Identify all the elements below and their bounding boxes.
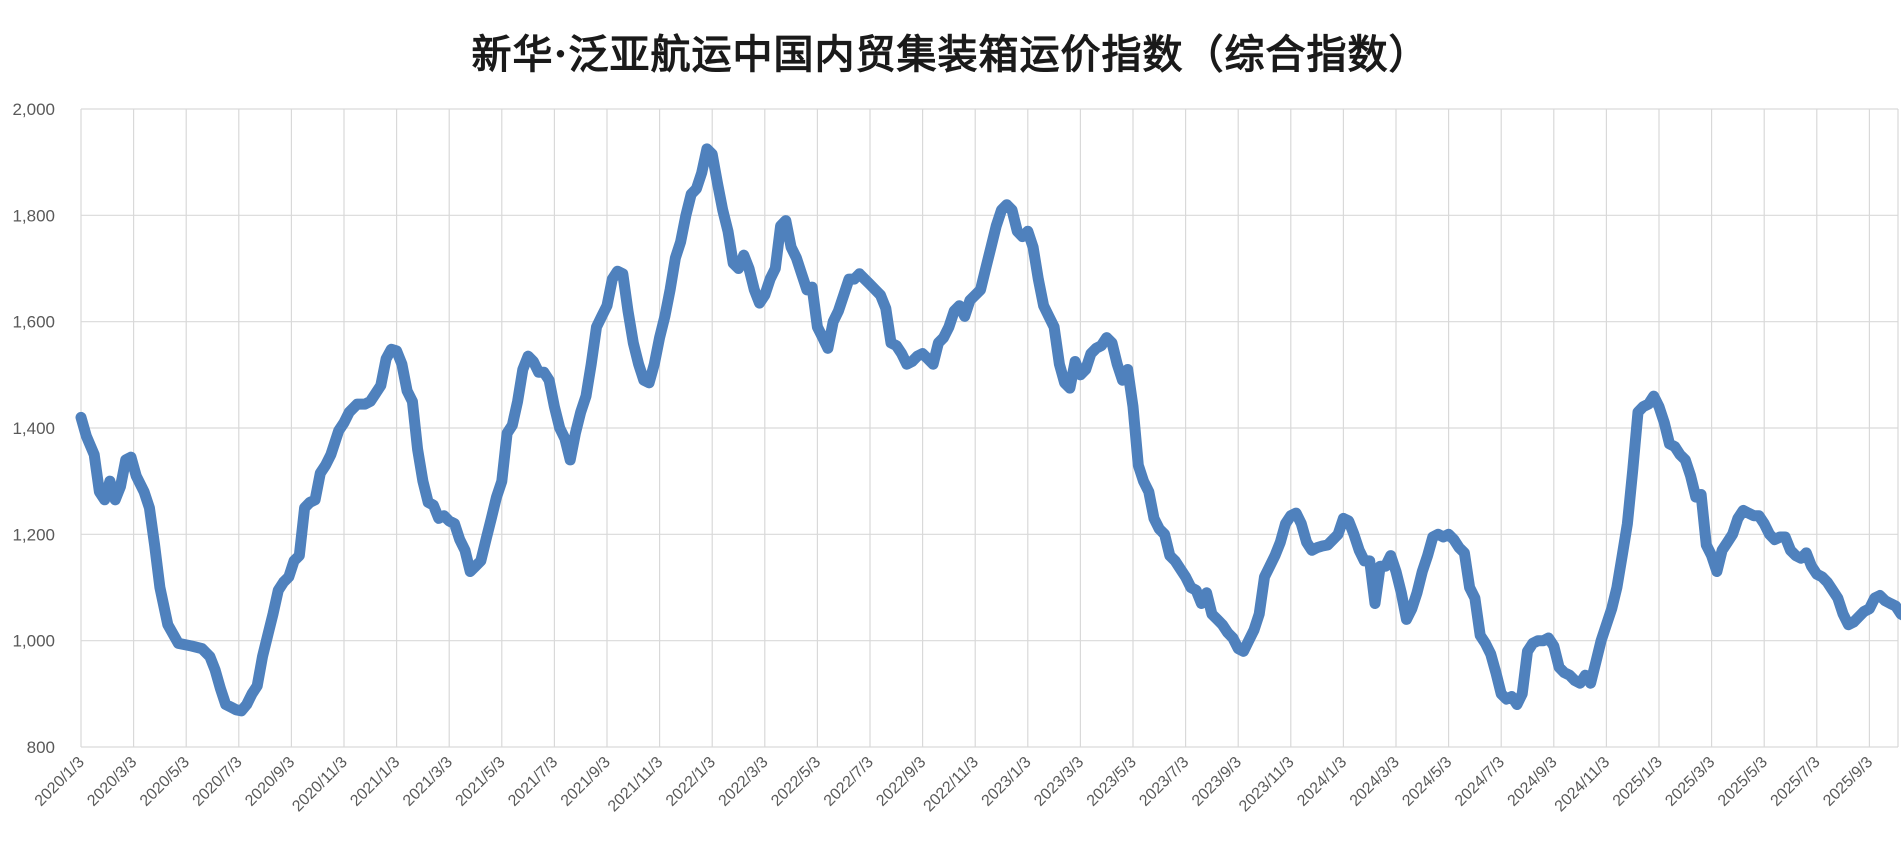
x-tick-label: 2020/3/3 bbox=[84, 754, 140, 810]
x-tick-label: 2020/1/3 bbox=[32, 754, 88, 810]
x-tick-label: 2021/1/3 bbox=[347, 754, 403, 810]
chart-title: 新华·泛亚航运中国内贸集装箱运价指数（综合指数） bbox=[471, 31, 1430, 78]
x-tick-label: 2025/7/3 bbox=[1768, 754, 1824, 810]
x-axis-ticks: 2020/1/32020/3/32020/5/32020/7/32020/9/3… bbox=[32, 754, 1877, 816]
x-tick-label: 2021/5/3 bbox=[453, 754, 509, 810]
x-tick-label: 2025/5/3 bbox=[1715, 754, 1771, 810]
x-tick-label: 2022/11/3 bbox=[921, 754, 983, 816]
x-tick-label: 2024/7/3 bbox=[1452, 754, 1508, 810]
x-tick-label: 2023/3/3 bbox=[1031, 754, 1087, 810]
x-tick-label: 2023/5/3 bbox=[1084, 754, 1140, 810]
x-tick-label: 2025/3/3 bbox=[1662, 754, 1718, 810]
x-tick-label: 2022/3/3 bbox=[716, 754, 772, 810]
x-tick-label: 2021/7/3 bbox=[505, 754, 561, 810]
series-line bbox=[75, 143, 1901, 717]
y-tick-label: 2,000 bbox=[12, 100, 55, 119]
series-layer bbox=[75, 143, 1901, 717]
x-tick-label: 2020/5/3 bbox=[137, 754, 193, 810]
y-tick-label: 1,600 bbox=[12, 313, 55, 332]
x-tick-label: 2022/5/3 bbox=[768, 754, 824, 810]
x-tick-label: 2024/11/3 bbox=[1552, 754, 1614, 816]
x-tick-label: 2020/7/3 bbox=[190, 754, 246, 810]
y-tick-label: 800 bbox=[27, 738, 55, 757]
x-tick-label: 2024/5/3 bbox=[1399, 754, 1455, 810]
x-tick-label: 2025/9/3 bbox=[1820, 754, 1876, 810]
y-tick-label: 1,000 bbox=[12, 632, 55, 651]
x-tick-label: 2021/3/3 bbox=[400, 754, 456, 810]
y-tick-label: 1,800 bbox=[12, 206, 55, 225]
x-tick-label: 2022/1/3 bbox=[663, 754, 719, 810]
x-tick-label: 2023/11/3 bbox=[1236, 754, 1298, 816]
x-tick-label: 2020/11/3 bbox=[289, 754, 351, 816]
y-tick-label: 1,200 bbox=[12, 525, 55, 544]
x-tick-label: 2024/1/3 bbox=[1294, 754, 1350, 810]
x-tick-label: 2024/3/3 bbox=[1347, 754, 1403, 810]
x-tick-label: 2023/7/3 bbox=[1136, 754, 1192, 810]
y-tick-label: 1,400 bbox=[12, 419, 55, 438]
y-axis-ticks: 800 1,000 1,200 1,400 1,600 1,800 2,000 bbox=[12, 100, 55, 757]
gridlines bbox=[80, 108, 1899, 748]
x-tick-label: 2022/7/3 bbox=[821, 754, 877, 810]
x-tick-label: 2021/11/3 bbox=[605, 754, 667, 816]
x-tick-label: 2025/1/3 bbox=[1610, 754, 1666, 810]
x-tick-label: 2023/1/3 bbox=[979, 754, 1035, 810]
